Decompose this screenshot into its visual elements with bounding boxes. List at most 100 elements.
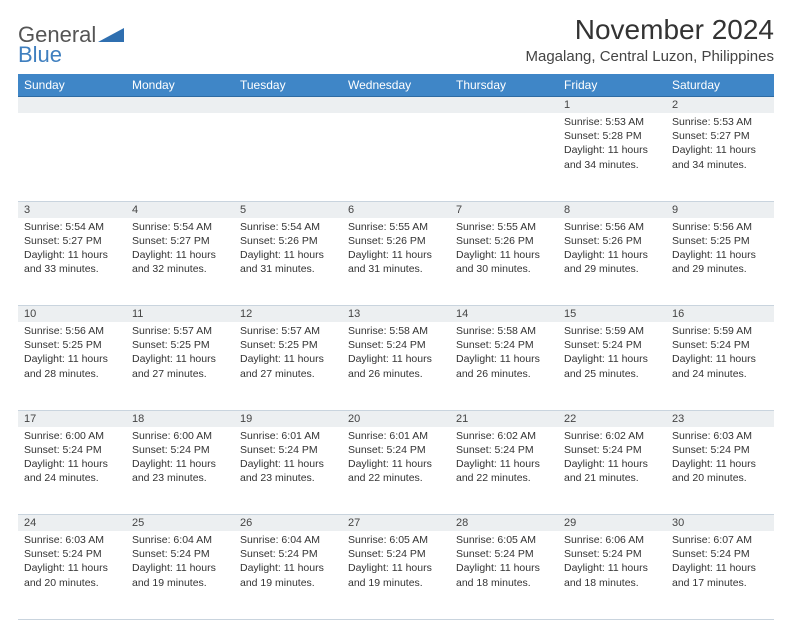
daylight-line: Daylight: 11 hours and 18 minutes. <box>456 561 552 589</box>
day-number: 1 <box>558 97 666 114</box>
sunrise-line: Sunrise: 5:54 AM <box>240 220 336 234</box>
sunrise-line: Sunrise: 6:00 AM <box>132 429 228 443</box>
day-cell: Sunrise: 5:54 AMSunset: 5:26 PMDaylight:… <box>234 218 342 306</box>
sunrise-line: Sunrise: 5:54 AM <box>24 220 120 234</box>
weekday-header: Thursday <box>450 74 558 97</box>
sunset-line: Sunset: 5:24 PM <box>132 443 228 457</box>
day-cell: Sunrise: 5:55 AMSunset: 5:26 PMDaylight:… <box>342 218 450 306</box>
day-number <box>126 97 234 114</box>
sunrise-line: Sunrise: 6:04 AM <box>240 533 336 547</box>
daylight-line: Daylight: 11 hours and 27 minutes. <box>240 352 336 380</box>
day-cell: Sunrise: 6:00 AMSunset: 5:24 PMDaylight:… <box>18 427 126 515</box>
sunset-line: Sunset: 5:24 PM <box>348 338 444 352</box>
daylight-line: Daylight: 11 hours and 27 minutes. <box>132 352 228 380</box>
weekday-header: Wednesday <box>342 74 450 97</box>
sunrise-line: Sunrise: 6:05 AM <box>348 533 444 547</box>
daylight-line: Daylight: 11 hours and 32 minutes. <box>132 248 228 276</box>
daylight-line: Daylight: 11 hours and 33 minutes. <box>24 248 120 276</box>
sunset-line: Sunset: 5:24 PM <box>672 443 768 457</box>
sunset-line: Sunset: 5:27 PM <box>24 234 120 248</box>
sunset-line: Sunset: 5:24 PM <box>456 338 552 352</box>
daylight-line: Daylight: 11 hours and 21 minutes. <box>564 457 660 485</box>
sunrise-line: Sunrise: 5:56 AM <box>24 324 120 338</box>
header: General Blue November 2024 Magalang, Cen… <box>18 14 774 66</box>
sunset-line: Sunset: 5:28 PM <box>564 129 660 143</box>
daylight-line: Daylight: 11 hours and 26 minutes. <box>348 352 444 380</box>
sunrise-line: Sunrise: 5:58 AM <box>348 324 444 338</box>
day-number: 16 <box>666 306 774 323</box>
day-cell: Sunrise: 6:07 AMSunset: 5:24 PMDaylight:… <box>666 531 774 619</box>
day-cell: Sunrise: 6:03 AMSunset: 5:24 PMDaylight:… <box>666 427 774 515</box>
day-cell: Sunrise: 6:05 AMSunset: 5:24 PMDaylight:… <box>450 531 558 619</box>
sunset-line: Sunset: 5:24 PM <box>24 443 120 457</box>
day-number: 7 <box>450 201 558 218</box>
day-cell: Sunrise: 5:59 AMSunset: 5:24 PMDaylight:… <box>666 322 774 410</box>
sunrise-line: Sunrise: 5:53 AM <box>672 115 768 129</box>
sunrise-line: Sunrise: 5:57 AM <box>240 324 336 338</box>
day-number: 19 <box>234 410 342 427</box>
sunset-line: Sunset: 5:26 PM <box>564 234 660 248</box>
daylight-line: Daylight: 11 hours and 25 minutes. <box>564 352 660 380</box>
month-title: November 2024 <box>526 14 775 46</box>
day-cell <box>342 113 450 201</box>
day-cell: Sunrise: 5:55 AMSunset: 5:26 PMDaylight:… <box>450 218 558 306</box>
sunset-line: Sunset: 5:24 PM <box>240 443 336 457</box>
day-number <box>234 97 342 114</box>
day-number-row: 17181920212223 <box>18 410 774 427</box>
day-number: 4 <box>126 201 234 218</box>
day-cell <box>450 113 558 201</box>
week-row: Sunrise: 5:56 AMSunset: 5:25 PMDaylight:… <box>18 322 774 410</box>
daylight-line: Daylight: 11 hours and 30 minutes. <box>456 248 552 276</box>
day-cell: Sunrise: 5:54 AMSunset: 5:27 PMDaylight:… <box>126 218 234 306</box>
sunrise-line: Sunrise: 5:59 AM <box>564 324 660 338</box>
sunset-line: Sunset: 5:26 PM <box>240 234 336 248</box>
day-cell: Sunrise: 6:04 AMSunset: 5:24 PMDaylight:… <box>126 531 234 619</box>
sunrise-line: Sunrise: 5:56 AM <box>564 220 660 234</box>
sunset-line: Sunset: 5:24 PM <box>564 338 660 352</box>
sunrise-line: Sunrise: 5:57 AM <box>132 324 228 338</box>
daylight-line: Daylight: 11 hours and 19 minutes. <box>240 561 336 589</box>
day-cell: Sunrise: 6:02 AMSunset: 5:24 PMDaylight:… <box>558 427 666 515</box>
sunrise-line: Sunrise: 6:02 AM <box>456 429 552 443</box>
day-cell: Sunrise: 5:57 AMSunset: 5:25 PMDaylight:… <box>126 322 234 410</box>
day-cell: Sunrise: 6:03 AMSunset: 5:24 PMDaylight:… <box>18 531 126 619</box>
daylight-line: Daylight: 11 hours and 34 minutes. <box>672 143 768 171</box>
sunrise-line: Sunrise: 6:06 AM <box>564 533 660 547</box>
day-number-row: 10111213141516 <box>18 306 774 323</box>
day-number: 15 <box>558 306 666 323</box>
sunrise-line: Sunrise: 6:02 AM <box>564 429 660 443</box>
sunset-line: Sunset: 5:24 PM <box>348 443 444 457</box>
week-row: Sunrise: 5:53 AMSunset: 5:28 PMDaylight:… <box>18 113 774 201</box>
day-cell: Sunrise: 6:04 AMSunset: 5:24 PMDaylight:… <box>234 531 342 619</box>
day-number: 8 <box>558 201 666 218</box>
sunset-line: Sunset: 5:24 PM <box>132 547 228 561</box>
sunset-line: Sunset: 5:24 PM <box>240 547 336 561</box>
sunset-line: Sunset: 5:24 PM <box>24 547 120 561</box>
sunrise-line: Sunrise: 6:05 AM <box>456 533 552 547</box>
day-cell: Sunrise: 6:05 AMSunset: 5:24 PMDaylight:… <box>342 531 450 619</box>
day-number: 17 <box>18 410 126 427</box>
sunset-line: Sunset: 5:24 PM <box>672 338 768 352</box>
day-cell: Sunrise: 5:53 AMSunset: 5:27 PMDaylight:… <box>666 113 774 201</box>
day-number: 26 <box>234 515 342 532</box>
day-number: 29 <box>558 515 666 532</box>
daylight-line: Daylight: 11 hours and 31 minutes. <box>348 248 444 276</box>
weekday-header: Tuesday <box>234 74 342 97</box>
day-number: 24 <box>18 515 126 532</box>
sunset-line: Sunset: 5:26 PM <box>456 234 552 248</box>
day-number: 12 <box>234 306 342 323</box>
day-cell: Sunrise: 6:01 AMSunset: 5:24 PMDaylight:… <box>342 427 450 515</box>
sunset-line: Sunset: 5:27 PM <box>672 129 768 143</box>
daylight-line: Daylight: 11 hours and 34 minutes. <box>564 143 660 171</box>
day-cell: Sunrise: 5:56 AMSunset: 5:25 PMDaylight:… <box>18 322 126 410</box>
title-block: November 2024 Magalang, Central Luzon, P… <box>526 14 775 65</box>
sunrise-line: Sunrise: 5:55 AM <box>456 220 552 234</box>
calendar-body: 12Sunrise: 5:53 AMSunset: 5:28 PMDayligh… <box>18 97 774 620</box>
day-number: 20 <box>342 410 450 427</box>
daylight-line: Daylight: 11 hours and 20 minutes. <box>672 457 768 485</box>
daylight-line: Daylight: 11 hours and 19 minutes. <box>132 561 228 589</box>
sunset-line: Sunset: 5:27 PM <box>132 234 228 248</box>
sunrise-line: Sunrise: 6:00 AM <box>24 429 120 443</box>
day-number-row: 12 <box>18 97 774 114</box>
day-number: 11 <box>126 306 234 323</box>
